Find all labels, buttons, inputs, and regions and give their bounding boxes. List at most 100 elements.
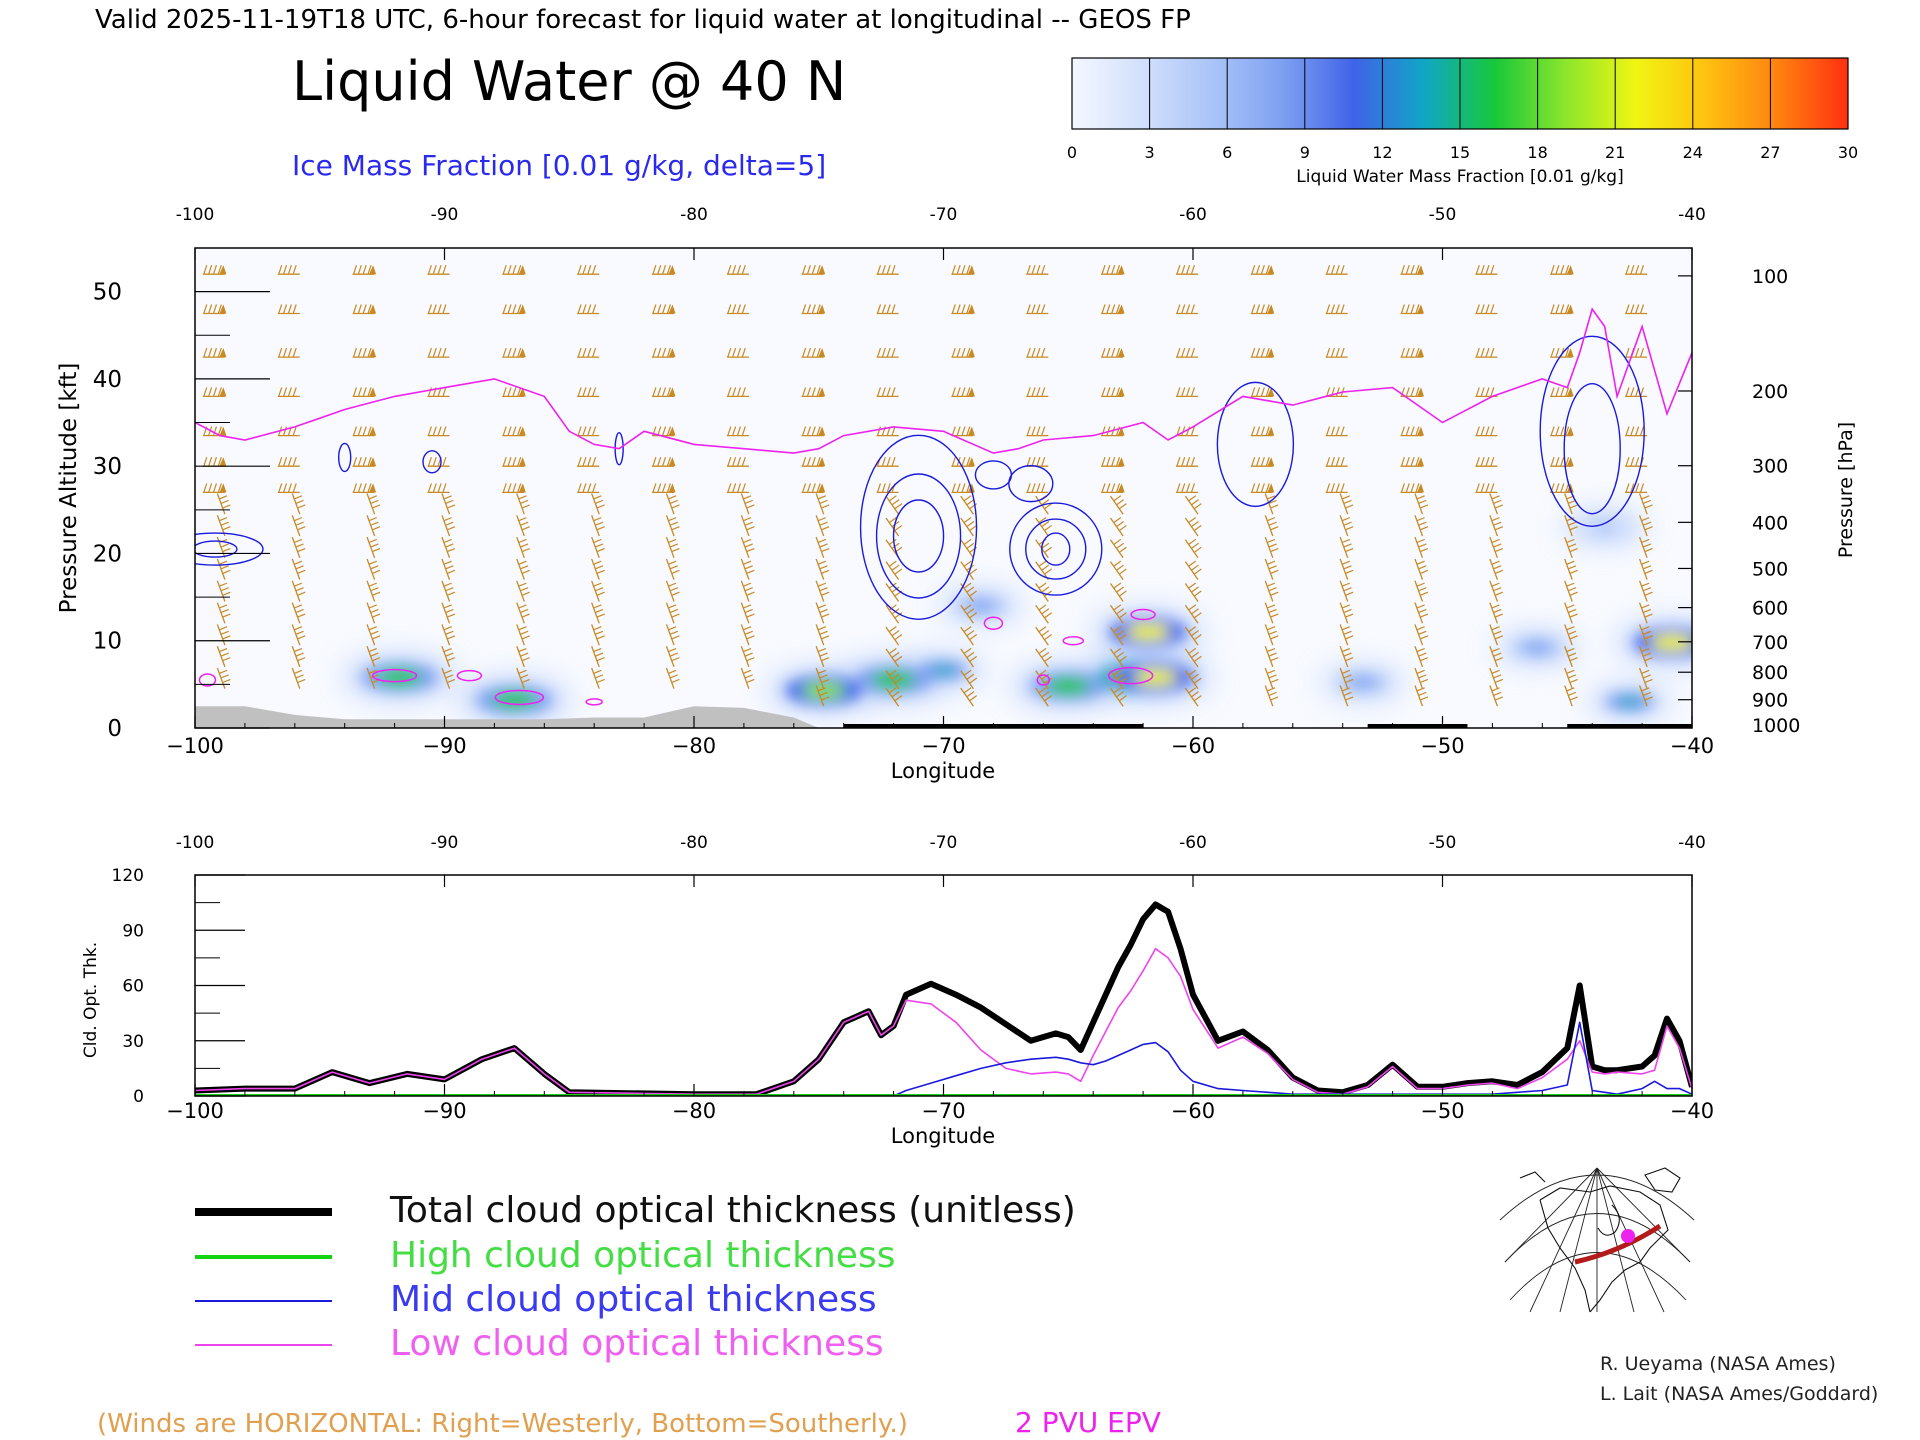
wind-barb xyxy=(291,515,306,537)
wind-barb xyxy=(1184,669,1202,690)
wind-barb xyxy=(366,558,381,580)
bottom-x-tick-label: −70 xyxy=(921,1099,965,1123)
bottom-x-tick-label: −90 xyxy=(422,1099,466,1123)
wind-barb xyxy=(1184,647,1202,668)
wind-barb xyxy=(1564,580,1578,602)
wind-barb xyxy=(202,483,227,494)
ice-contour xyxy=(1563,383,1621,515)
wind-barb xyxy=(1638,536,1653,559)
wind-barb xyxy=(1035,687,1052,707)
wind-barb xyxy=(1264,515,1279,537)
wind-barb xyxy=(591,536,605,559)
wind-barb xyxy=(1325,426,1348,437)
wind-barb xyxy=(1264,624,1279,646)
wind-barb xyxy=(516,515,530,537)
wind-barb xyxy=(591,602,605,624)
top-x-tick-label: −60 xyxy=(1171,734,1215,758)
wind-barb xyxy=(216,580,231,602)
wind-barb xyxy=(960,687,978,707)
epv-contour xyxy=(585,698,603,706)
y-left-tick-label: 50 xyxy=(93,280,122,306)
y-left-tick-label: 10 xyxy=(93,629,122,655)
wind-barb xyxy=(801,304,826,315)
wind-barb xyxy=(352,387,377,398)
wind-barb xyxy=(1176,426,1198,437)
bottom-ylabel: Cld. Opt. Thk. xyxy=(81,942,101,1058)
wind-barb xyxy=(1264,685,1279,707)
y-right-tick-label: 100 xyxy=(1752,266,1788,288)
wind-barb xyxy=(815,624,830,646)
bottom-x-tick-label: −100 xyxy=(166,1099,224,1123)
bottom-x-top-tick-label: -60 xyxy=(1179,833,1207,853)
contour-label: Ice Mass Fraction [0.01 g/kg, delta=5] xyxy=(292,149,826,182)
wind-barb xyxy=(1339,493,1354,515)
locator-map xyxy=(1498,1165,1696,1315)
wind-barb xyxy=(352,426,377,437)
wind-barb xyxy=(951,387,975,398)
wind-barb xyxy=(291,580,306,602)
y-left-tick-label: 30 xyxy=(93,454,122,480)
epv-contour xyxy=(1107,666,1154,685)
wind-barb xyxy=(1264,580,1279,602)
wind-barb xyxy=(202,265,227,275)
wind-barb xyxy=(291,646,306,668)
wind-barb xyxy=(1264,493,1279,515)
wind-barb xyxy=(1489,646,1504,668)
wind-barb xyxy=(1638,493,1653,515)
wind-barb xyxy=(1400,387,1424,398)
wind-barb xyxy=(1176,387,1198,398)
wind-barb xyxy=(1184,517,1202,537)
wind-barb xyxy=(441,493,456,515)
wind-barb xyxy=(1101,387,1125,398)
wind-barb xyxy=(1638,580,1653,602)
wind-barb xyxy=(1564,667,1578,689)
wind-barb xyxy=(366,624,381,646)
wind-barb xyxy=(1109,582,1127,602)
wind-barb xyxy=(1250,387,1275,398)
wind-barb xyxy=(366,580,381,602)
credit-1: R. Ueyama (NASA Ames) xyxy=(1600,1353,1836,1375)
wind-barb xyxy=(1176,265,1198,275)
bottom-x-top-tick-label: -40 xyxy=(1678,833,1706,853)
colorbar-tick-label: 27 xyxy=(1760,143,1780,162)
wind-barb xyxy=(1101,347,1125,358)
wind-barb xyxy=(1638,558,1653,580)
ice-contour xyxy=(875,473,962,599)
wind-barb xyxy=(1625,304,1648,315)
epv-2pvu-line xyxy=(195,307,1692,454)
wind-barb xyxy=(366,536,381,559)
colorbar-tick-label: 24 xyxy=(1683,143,1703,162)
wind-barb xyxy=(1109,687,1127,707)
wind-barb xyxy=(726,483,749,494)
wind-barb xyxy=(740,515,755,537)
wind-barb xyxy=(1550,426,1574,437)
bottom-y-tick-label: 90 xyxy=(122,921,144,941)
wind-barb xyxy=(652,426,676,437)
wind-barb xyxy=(1035,626,1052,646)
wind-barb xyxy=(577,387,600,398)
wind-barb xyxy=(352,347,377,358)
wind-barb xyxy=(1564,646,1578,668)
wind-barb xyxy=(1489,667,1504,689)
wind-barb xyxy=(277,457,300,467)
wind-barb xyxy=(516,493,530,515)
wind-barb xyxy=(291,493,306,515)
wind-barb xyxy=(1489,580,1504,602)
bottom-x-tick-label: −80 xyxy=(672,1099,716,1123)
colorbar-tick-label: 3 xyxy=(1145,143,1155,162)
wind-barb xyxy=(352,483,377,494)
top-x-tick-label: −90 xyxy=(422,734,466,758)
wind-barb xyxy=(427,426,450,437)
wind-barb xyxy=(1339,624,1354,646)
epv-contour xyxy=(198,673,217,687)
wind-barb xyxy=(1250,426,1275,437)
wind-barb xyxy=(1026,304,1049,315)
wind-barb xyxy=(885,626,903,646)
ice-contour xyxy=(892,499,945,573)
wind-barb xyxy=(815,515,830,537)
liquid-water-cell-core xyxy=(1126,624,1171,640)
wind-barb xyxy=(740,667,755,689)
wind-barb xyxy=(516,558,530,580)
wind-barb xyxy=(1264,536,1279,559)
